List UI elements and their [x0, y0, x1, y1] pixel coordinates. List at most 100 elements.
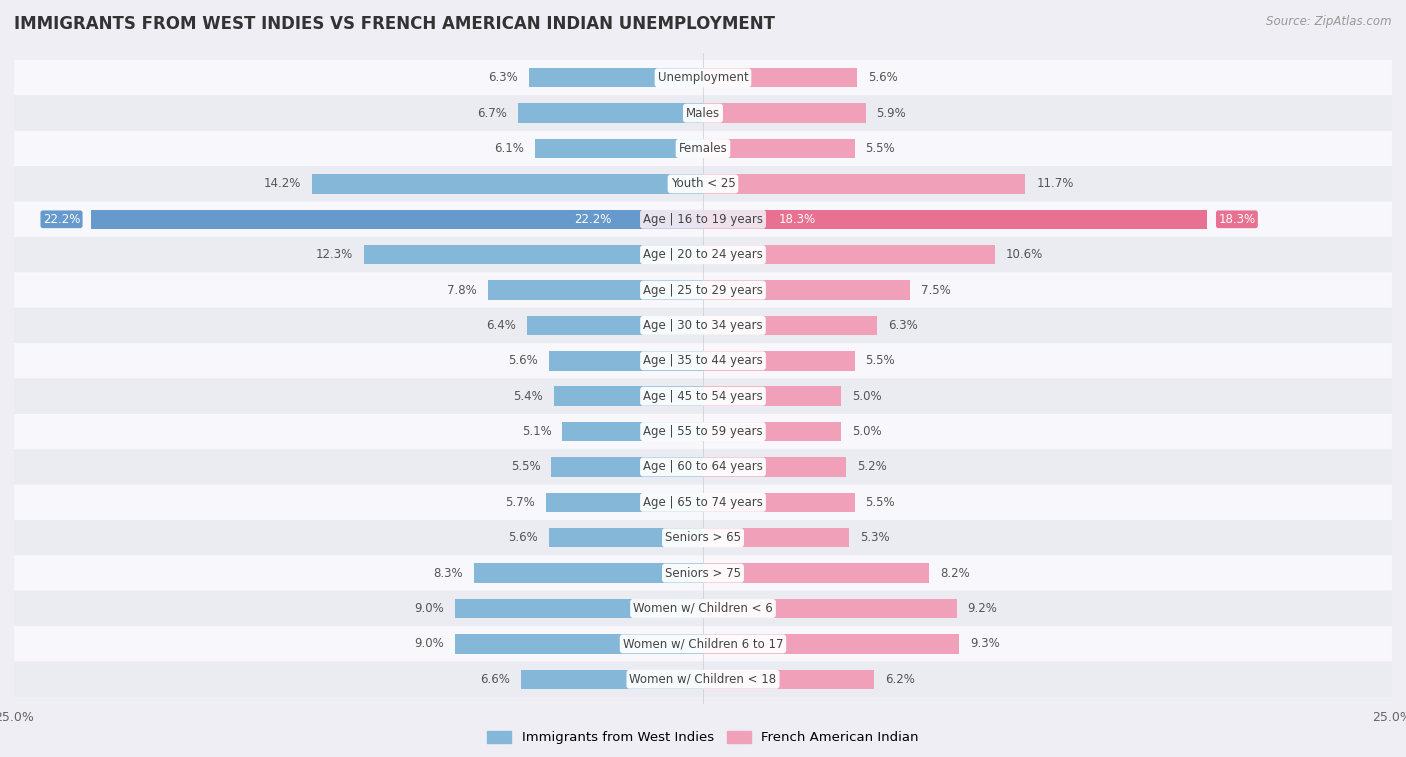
Text: Age | 45 to 54 years: Age | 45 to 54 years — [643, 390, 763, 403]
Bar — [530, 68, 703, 88]
Text: Seniors > 75: Seniors > 75 — [665, 566, 741, 580]
Text: 7.5%: 7.5% — [921, 284, 950, 297]
Text: 7.8%: 7.8% — [447, 284, 477, 297]
Bar — [703, 669, 875, 689]
FancyBboxPatch shape — [14, 520, 1392, 556]
Bar — [703, 563, 929, 583]
Bar — [546, 493, 703, 512]
Text: 9.2%: 9.2% — [967, 602, 997, 615]
Bar — [703, 68, 858, 88]
FancyBboxPatch shape — [14, 414, 1392, 449]
FancyBboxPatch shape — [14, 343, 1392, 378]
FancyBboxPatch shape — [14, 484, 1392, 520]
Bar — [703, 139, 855, 158]
Bar — [534, 139, 703, 158]
Text: 6.1%: 6.1% — [494, 142, 524, 155]
Bar — [551, 457, 703, 477]
Text: IMMIGRANTS FROM WEST INDIES VS FRENCH AMERICAN INDIAN UNEMPLOYMENT: IMMIGRANTS FROM WEST INDIES VS FRENCH AM… — [14, 15, 775, 33]
Text: Source: ZipAtlas.com: Source: ZipAtlas.com — [1267, 15, 1392, 28]
Text: 22.2%: 22.2% — [574, 213, 612, 226]
Text: Women w/ Children < 6: Women w/ Children < 6 — [633, 602, 773, 615]
Text: 5.6%: 5.6% — [869, 71, 898, 84]
Bar — [703, 351, 855, 370]
Text: Women w/ Children < 18: Women w/ Children < 18 — [630, 673, 776, 686]
Text: 10.6%: 10.6% — [1007, 248, 1043, 261]
Bar — [548, 528, 703, 547]
FancyBboxPatch shape — [14, 60, 1392, 95]
FancyBboxPatch shape — [14, 273, 1392, 308]
Bar — [548, 351, 703, 370]
Text: 14.2%: 14.2% — [263, 177, 301, 191]
Text: 5.6%: 5.6% — [508, 531, 537, 544]
FancyBboxPatch shape — [14, 131, 1392, 167]
Text: Age | 65 to 74 years: Age | 65 to 74 years — [643, 496, 763, 509]
Text: 8.3%: 8.3% — [433, 566, 463, 580]
Bar — [703, 104, 866, 123]
Bar — [474, 563, 703, 583]
Text: Age | 35 to 44 years: Age | 35 to 44 years — [643, 354, 763, 367]
Text: 5.5%: 5.5% — [510, 460, 540, 473]
Text: 9.0%: 9.0% — [415, 637, 444, 650]
Text: 5.3%: 5.3% — [860, 531, 890, 544]
Bar — [312, 174, 703, 194]
Text: Males: Males — [686, 107, 720, 120]
Text: 6.6%: 6.6% — [481, 673, 510, 686]
Text: 8.2%: 8.2% — [941, 566, 970, 580]
Text: Age | 55 to 59 years: Age | 55 to 59 years — [643, 425, 763, 438]
Text: 6.3%: 6.3% — [887, 319, 917, 332]
FancyBboxPatch shape — [14, 662, 1392, 697]
Bar — [456, 634, 703, 653]
Text: Women w/ Children 6 to 17: Women w/ Children 6 to 17 — [623, 637, 783, 650]
Text: 5.0%: 5.0% — [852, 425, 882, 438]
Text: Age | 16 to 19 years: Age | 16 to 19 years — [643, 213, 763, 226]
Text: 6.4%: 6.4% — [485, 319, 516, 332]
Bar — [703, 457, 846, 477]
FancyBboxPatch shape — [14, 590, 1392, 626]
Bar — [703, 387, 841, 406]
Text: Age | 30 to 34 years: Age | 30 to 34 years — [643, 319, 763, 332]
Text: Age | 25 to 29 years: Age | 25 to 29 years — [643, 284, 763, 297]
Text: 6.3%: 6.3% — [489, 71, 519, 84]
Bar — [703, 245, 995, 264]
Text: 6.2%: 6.2% — [884, 673, 915, 686]
Bar — [703, 280, 910, 300]
Text: Age | 60 to 64 years: Age | 60 to 64 years — [643, 460, 763, 473]
Text: 18.3%: 18.3% — [1219, 213, 1256, 226]
Text: 5.2%: 5.2% — [858, 460, 887, 473]
FancyBboxPatch shape — [14, 95, 1392, 131]
Text: 9.0%: 9.0% — [415, 602, 444, 615]
Bar — [703, 493, 855, 512]
Bar — [519, 104, 703, 123]
FancyBboxPatch shape — [14, 201, 1392, 237]
Bar — [456, 599, 703, 618]
Text: Youth < 25: Youth < 25 — [671, 177, 735, 191]
Bar — [703, 634, 959, 653]
Bar — [488, 280, 703, 300]
FancyBboxPatch shape — [14, 556, 1392, 590]
Text: 5.6%: 5.6% — [508, 354, 537, 367]
Bar — [554, 387, 703, 406]
Bar — [703, 422, 841, 441]
Text: Age | 20 to 24 years: Age | 20 to 24 years — [643, 248, 763, 261]
Text: 5.5%: 5.5% — [866, 354, 896, 367]
Text: 18.3%: 18.3% — [779, 213, 815, 226]
FancyBboxPatch shape — [14, 237, 1392, 273]
Bar — [91, 210, 703, 229]
Text: Females: Females — [679, 142, 727, 155]
Text: 5.9%: 5.9% — [876, 107, 907, 120]
Bar — [703, 599, 956, 618]
Bar — [364, 245, 703, 264]
Text: 5.7%: 5.7% — [505, 496, 534, 509]
Text: Unemployment: Unemployment — [658, 71, 748, 84]
FancyBboxPatch shape — [14, 626, 1392, 662]
Text: 12.3%: 12.3% — [316, 248, 353, 261]
FancyBboxPatch shape — [14, 308, 1392, 343]
Legend: Immigrants from West Indies, French American Indian: Immigrants from West Indies, French Amer… — [482, 725, 924, 749]
Text: 9.3%: 9.3% — [970, 637, 1000, 650]
Text: Seniors > 65: Seniors > 65 — [665, 531, 741, 544]
Text: 22.2%: 22.2% — [42, 213, 80, 226]
Bar — [703, 210, 1208, 229]
Bar — [527, 316, 703, 335]
Text: 5.5%: 5.5% — [866, 496, 896, 509]
Text: 5.4%: 5.4% — [513, 390, 543, 403]
